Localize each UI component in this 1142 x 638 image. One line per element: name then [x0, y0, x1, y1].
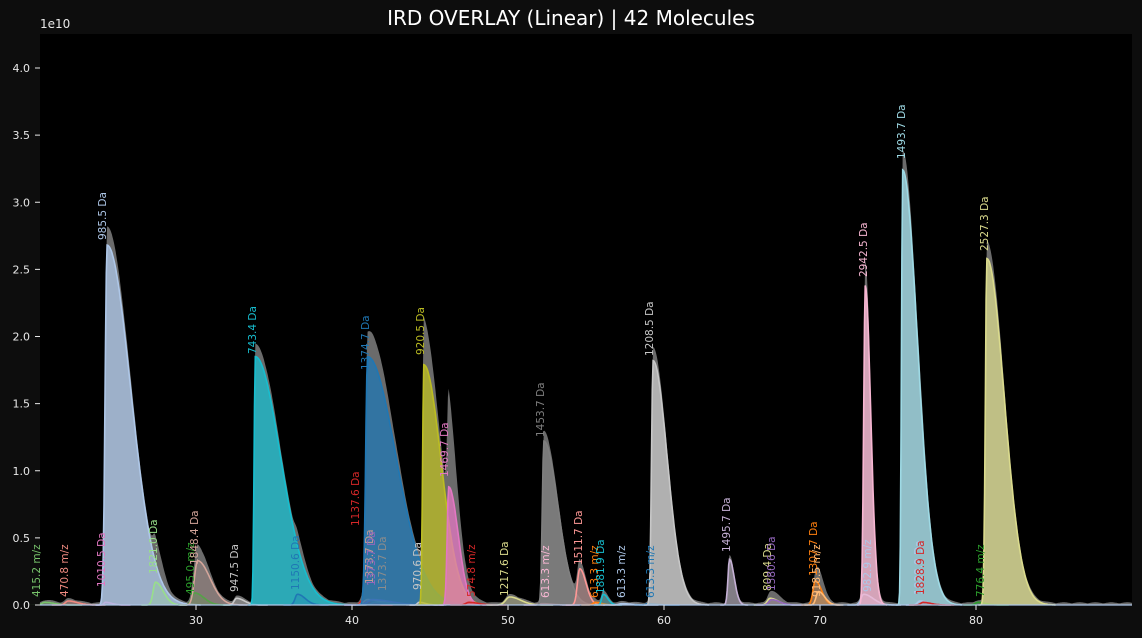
- peak-label: 1373.7 Da: [377, 536, 389, 591]
- peak-label: 1828.9 Da: [915, 540, 927, 595]
- x-tick-label: 50: [501, 614, 515, 627]
- peak-label: 613.3 m/z: [645, 545, 657, 598]
- y-tick-label: 0.5: [13, 532, 31, 545]
- trace-fill: [643, 360, 710, 605]
- peak-label: 1469.7 Da: [439, 422, 451, 477]
- y-axis-exponent: 1e10: [40, 17, 71, 31]
- peak-label: 1828.9 Da: [913, 540, 925, 595]
- y-tick-label: 3.5: [13, 129, 31, 142]
- peak-label: 1848.4 Da: [189, 510, 201, 565]
- peak-label: 1511.7 Da: [573, 510, 585, 565]
- peak-label: 1217.6 Da: [499, 541, 511, 596]
- peak-label: 1495.7 Da: [721, 497, 733, 552]
- x-tick-label: 80: [969, 614, 983, 627]
- peak-label: 1881.9 Da: [595, 539, 607, 594]
- trace-fill: [486, 596, 554, 605]
- trace-fill: [565, 568, 605, 605]
- peak-label: 918.5 m/z: [811, 544, 823, 597]
- peak-label: 776.4 m/z: [975, 544, 987, 597]
- peak-label: 920.5 Da: [415, 307, 427, 355]
- x-axis: 30 40 50 60 70 80: [189, 605, 983, 627]
- trace-fill: [95, 245, 201, 605]
- x-tick-label: 40: [345, 614, 359, 627]
- trace-line: [895, 168, 963, 606]
- peak-label: 2942.5 Da: [858, 222, 870, 277]
- peak-label: 1137.6 Da: [350, 471, 362, 526]
- y-tick-label: 1.5: [13, 398, 31, 411]
- y-tick-label: 1.0: [13, 465, 31, 478]
- trace-line: [978, 257, 1056, 606]
- x-tick-label: 60: [657, 614, 671, 627]
- y-tick-label: 3.0: [13, 196, 31, 209]
- trace-line: [856, 285, 888, 606]
- peak-label: 982.9 m/z: [862, 539, 874, 592]
- peak-label: 1150.6 Da: [290, 535, 302, 590]
- peak-label: 2527.3 Da: [979, 196, 991, 251]
- peak-label: 1010.5 Da: [96, 532, 108, 587]
- trace-fill: [534, 441, 600, 605]
- y-tick-label: 4.0: [13, 62, 31, 75]
- peak-label: 613.3 m/z: [589, 545, 601, 598]
- trace-fill: [439, 486, 487, 605]
- peak-label: 743.4 Da: [247, 306, 259, 354]
- trace-fill: [895, 170, 962, 605]
- peak-label: 495.0 m/z: [185, 542, 197, 595]
- peak-label: 470.8 m/z: [59, 544, 71, 597]
- peak-label: 985.5 Da: [97, 192, 109, 240]
- molecule-traces: [28, 168, 1056, 606]
- peak-label: 613.3 m/z: [616, 545, 628, 598]
- peak-label: 1208.5 Da: [644, 301, 656, 356]
- peak-label: 415.2 m/z: [31, 544, 43, 597]
- peak-label: 1373.7 Da: [366, 531, 378, 586]
- y-tick-label: 2.0: [13, 331, 31, 344]
- y-axis: 0.0 0.5 1.0 1.5 2.0 2.5 3.0 3.5 4.0: [13, 62, 40, 612]
- peak-label: 1453.7 Da: [535, 382, 547, 437]
- peak-labels: 415.2 m/z 470.8 m/z 1010.5 Da 985.5 Da 1821.…: [31, 104, 991, 598]
- peak-label: 574.8 m/z: [466, 544, 478, 597]
- plot-area: [40, 34, 1132, 605]
- peak-label: 947.5 Da: [229, 544, 241, 592]
- peak-label: 613.3 m/z: [540, 545, 552, 598]
- peak-label: 1373.7 Da: [364, 529, 376, 584]
- trace-line: [248, 355, 355, 606]
- y-tick-label: 0.0: [13, 599, 31, 612]
- trace-fill: [248, 356, 356, 605]
- peak-label: 1374.7 Da: [360, 315, 372, 370]
- x-tick-label: 30: [189, 614, 203, 627]
- trace-line: [95, 244, 201, 606]
- x-tick-label: 70: [813, 614, 827, 627]
- peak-label: 809.4 Da: [762, 543, 774, 591]
- peak-label: 970.6 Da: [412, 542, 424, 590]
- trace-fill: [804, 591, 844, 605]
- peak-label: 1307.7 Da: [808, 521, 820, 576]
- peak-label: 1493.7 Da: [896, 104, 908, 159]
- chart-title: IRD OVERLAY (Linear) | 42 Molecules: [387, 6, 755, 30]
- peak-label: 1821.0 Da: [148, 519, 160, 574]
- peak-label: 1580.6 Da: [766, 536, 778, 591]
- trace-fill: [977, 258, 1056, 605]
- trace-fill: [355, 356, 480, 605]
- y-tick-label: 2.5: [13, 263, 31, 276]
- trace-line: [643, 359, 710, 606]
- trace-fill: [416, 364, 493, 605]
